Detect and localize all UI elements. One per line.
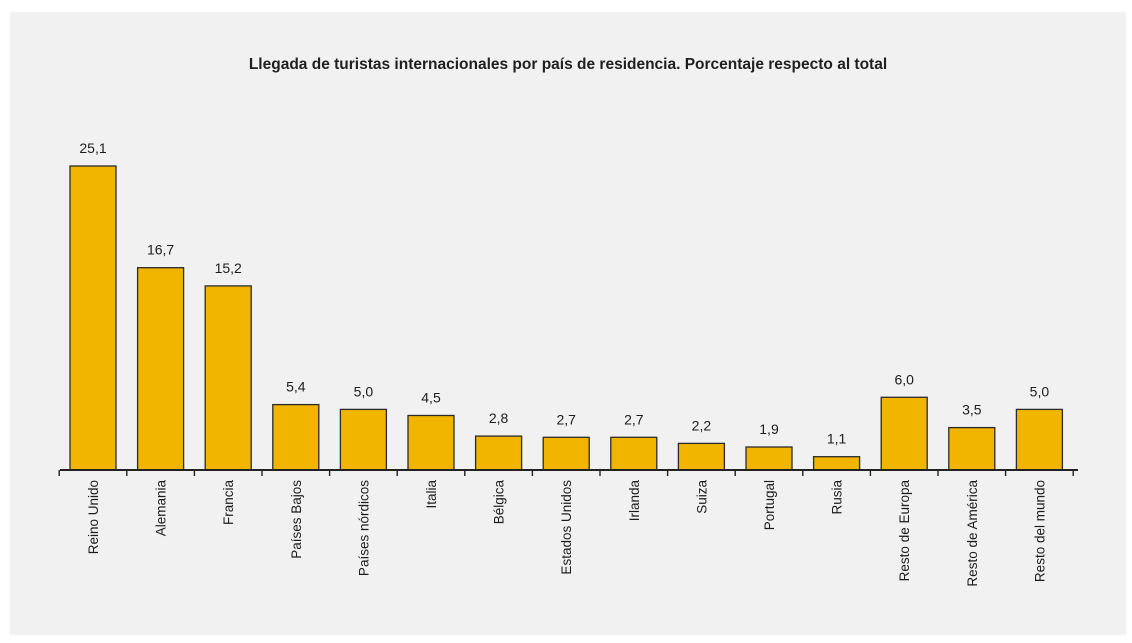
value-label-7: 2,7 — [556, 411, 576, 427]
bar-5 — [407, 414, 455, 471]
category-label-14: Resto del mundo — [1032, 480, 1047, 582]
category-label-3: Países Bajos — [289, 480, 304, 559]
value-label-0: 25,1 — [79, 140, 106, 156]
bar-14 — [1015, 408, 1064, 471]
value-label-11: 1,1 — [827, 431, 847, 447]
category-label-6: Bélgica — [492, 480, 507, 525]
category-label-8: Irlanda — [627, 480, 642, 522]
bar-8 — [610, 436, 658, 471]
value-label-1: 16,7 — [147, 242, 174, 258]
category-label-11: Rusia — [830, 480, 845, 515]
value-label-9: 2,2 — [692, 417, 712, 433]
bar-2 — [204, 285, 252, 471]
category-label-4: Países nórdicos — [356, 480, 371, 576]
bar-7 — [542, 436, 590, 471]
value-label-3: 5,4 — [286, 379, 306, 395]
bar-11 — [812, 456, 861, 471]
chart-title: Llegada de turistas internacionales por … — [248, 56, 888, 73]
category-label-1: Alemania — [154, 480, 169, 537]
category-label-9: Suiza — [694, 480, 709, 514]
bar-1 — [136, 267, 185, 471]
category-label-10: Portugal — [762, 480, 777, 530]
category-label-0: Reino Unido — [86, 480, 101, 554]
value-label-14: 5,0 — [1030, 383, 1050, 399]
category-label-13: Resto de América — [965, 480, 980, 587]
bar-13 — [948, 426, 996, 471]
bar-9 — [677, 442, 726, 471]
bar-10 — [745, 446, 793, 471]
bar-4 — [339, 408, 388, 471]
value-label-10: 1,9 — [759, 421, 779, 437]
value-label-12: 6,0 — [894, 371, 914, 387]
value-label-8: 2,7 — [624, 411, 644, 427]
value-label-6: 2,8 — [489, 410, 509, 426]
bar-6 — [474, 435, 523, 471]
value-label-4: 5,0 — [354, 383, 374, 399]
category-label-7: Estados Unidos — [559, 480, 574, 575]
value-label-5: 4,5 — [421, 390, 441, 406]
category-label-5: Italia — [424, 480, 439, 509]
category-label-12: Resto de Europa — [897, 480, 912, 582]
bar-3 — [272, 403, 320, 471]
value-label-2: 15,2 — [215, 260, 242, 276]
bar-12 — [880, 396, 928, 471]
chart-panel — [10, 12, 1126, 635]
value-label-13: 3,5 — [962, 402, 982, 418]
category-label-2: Francia — [221, 480, 236, 526]
bar-0 — [69, 165, 117, 471]
